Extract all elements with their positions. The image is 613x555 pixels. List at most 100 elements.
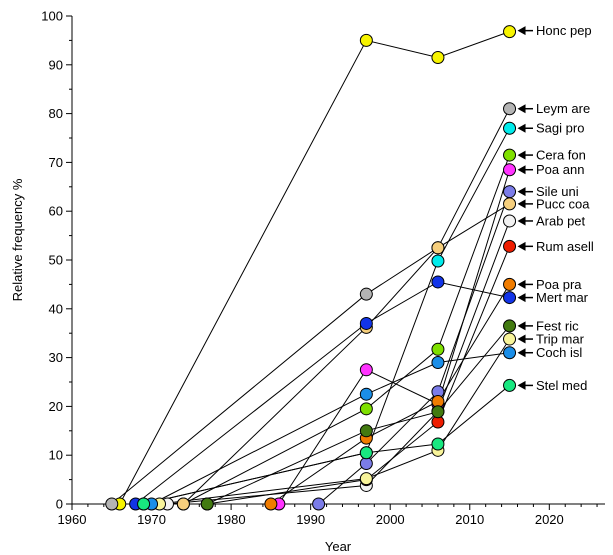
series-points <box>105 25 517 511</box>
label-arrow-head <box>517 165 526 175</box>
data-point <box>264 497 278 511</box>
series-label: Fest ric <box>536 318 579 333</box>
x-tick-label: 1960 <box>58 512 87 527</box>
data-point <box>312 497 326 511</box>
series-label: Stel med <box>536 378 587 393</box>
data-point <box>431 241 445 255</box>
series-line <box>278 169 510 505</box>
series-label: Trip mar <box>536 332 585 347</box>
label-arrow-head <box>517 348 526 358</box>
data-point <box>503 378 517 392</box>
data-point <box>359 387 373 401</box>
data-point <box>359 424 373 438</box>
label-arrow-head <box>517 104 526 114</box>
data-point <box>503 148 517 162</box>
label-arrow-head <box>517 187 526 197</box>
y-tick-label: 70 <box>49 155 63 170</box>
data-point <box>503 346 517 360</box>
series-line <box>143 127 510 505</box>
y-tick-label: 20 <box>49 399 63 414</box>
x-tick-label: 1980 <box>217 512 246 527</box>
data-point <box>176 497 190 511</box>
y-tick-label: 30 <box>49 350 63 365</box>
series-line <box>167 220 510 505</box>
data-point <box>503 277 517 291</box>
y-tick-label: 100 <box>41 9 63 24</box>
series-label: Cera fon <box>536 148 586 163</box>
label-arrow-head <box>517 293 526 303</box>
label-arrow-head <box>517 321 526 331</box>
x-tick-label: 1970 <box>137 512 166 527</box>
data-point <box>137 497 151 511</box>
data-point <box>359 402 373 416</box>
series-line <box>143 385 510 505</box>
series-label: Pucc coa <box>536 196 590 211</box>
series-label: Poa ann <box>536 162 584 177</box>
axes: 0 10 20 30 40 50 60 70 80 90 100 1960 1970 1980 1990 20… <box>41 9 605 527</box>
series-line <box>111 108 510 505</box>
series-line <box>183 203 510 505</box>
label-arrow-head <box>517 150 526 160</box>
y-tick-label: 0 <box>56 497 63 512</box>
data-point <box>503 185 517 199</box>
data-point <box>431 437 445 451</box>
data-point <box>431 254 445 268</box>
series-label: Honc pep <box>536 23 592 38</box>
series-line <box>270 284 510 505</box>
label-arrow-head <box>517 123 526 133</box>
y-tick-label: 40 <box>49 301 63 316</box>
series-line <box>183 154 510 505</box>
y-tick-label: 80 <box>49 106 63 121</box>
series-label: Sile uni <box>536 184 579 199</box>
series-line <box>151 352 510 505</box>
label-arrow-head <box>517 216 526 226</box>
y-tick-label: 90 <box>49 57 63 72</box>
x-tick-label: 2000 <box>376 512 405 527</box>
data-point <box>503 332 517 346</box>
data-point <box>503 102 517 116</box>
label-arrow-head <box>517 279 526 289</box>
data-point <box>431 342 445 356</box>
data-point <box>359 363 373 377</box>
label-arrow-head <box>517 26 526 36</box>
data-point <box>359 472 373 486</box>
data-point <box>503 121 517 135</box>
x-tick-label: 2020 <box>535 512 564 527</box>
label-arrow-head <box>517 199 526 209</box>
series-line <box>206 325 510 505</box>
series-label: Rum asell <box>536 239 594 254</box>
y-tick-label: 50 <box>49 253 63 268</box>
data-point <box>503 197 517 211</box>
data-point <box>503 214 517 228</box>
data-point <box>503 163 517 177</box>
series-label: Coch isl <box>536 345 582 360</box>
y-axis-title: Relative frequency % <box>10 178 25 301</box>
series-line <box>207 246 510 505</box>
data-point <box>359 316 373 330</box>
data-point <box>503 25 517 39</box>
data-point <box>431 50 445 64</box>
data-point <box>431 355 445 369</box>
data-point <box>503 291 517 305</box>
data-point <box>359 446 373 460</box>
x-tick-label: 1990 <box>296 512 325 527</box>
label-arrow-head <box>517 241 526 251</box>
series-label: Arab pet <box>536 213 586 228</box>
series-label: Poa pra <box>536 277 582 292</box>
x-tick-label: 2010 <box>455 512 484 527</box>
y-tick-label: 10 <box>49 448 63 463</box>
data-point <box>359 287 373 301</box>
y-tick-label: 60 <box>49 204 63 219</box>
series-label: Leym are <box>536 101 590 116</box>
series-lines <box>111 31 510 505</box>
data-point <box>431 405 445 419</box>
data-point <box>503 319 517 333</box>
series-line <box>135 281 510 505</box>
series-label: Mert mar <box>536 290 589 305</box>
data-point <box>359 33 373 47</box>
data-point <box>105 497 119 511</box>
data-point <box>200 497 214 511</box>
label-arrow-head <box>517 334 526 344</box>
